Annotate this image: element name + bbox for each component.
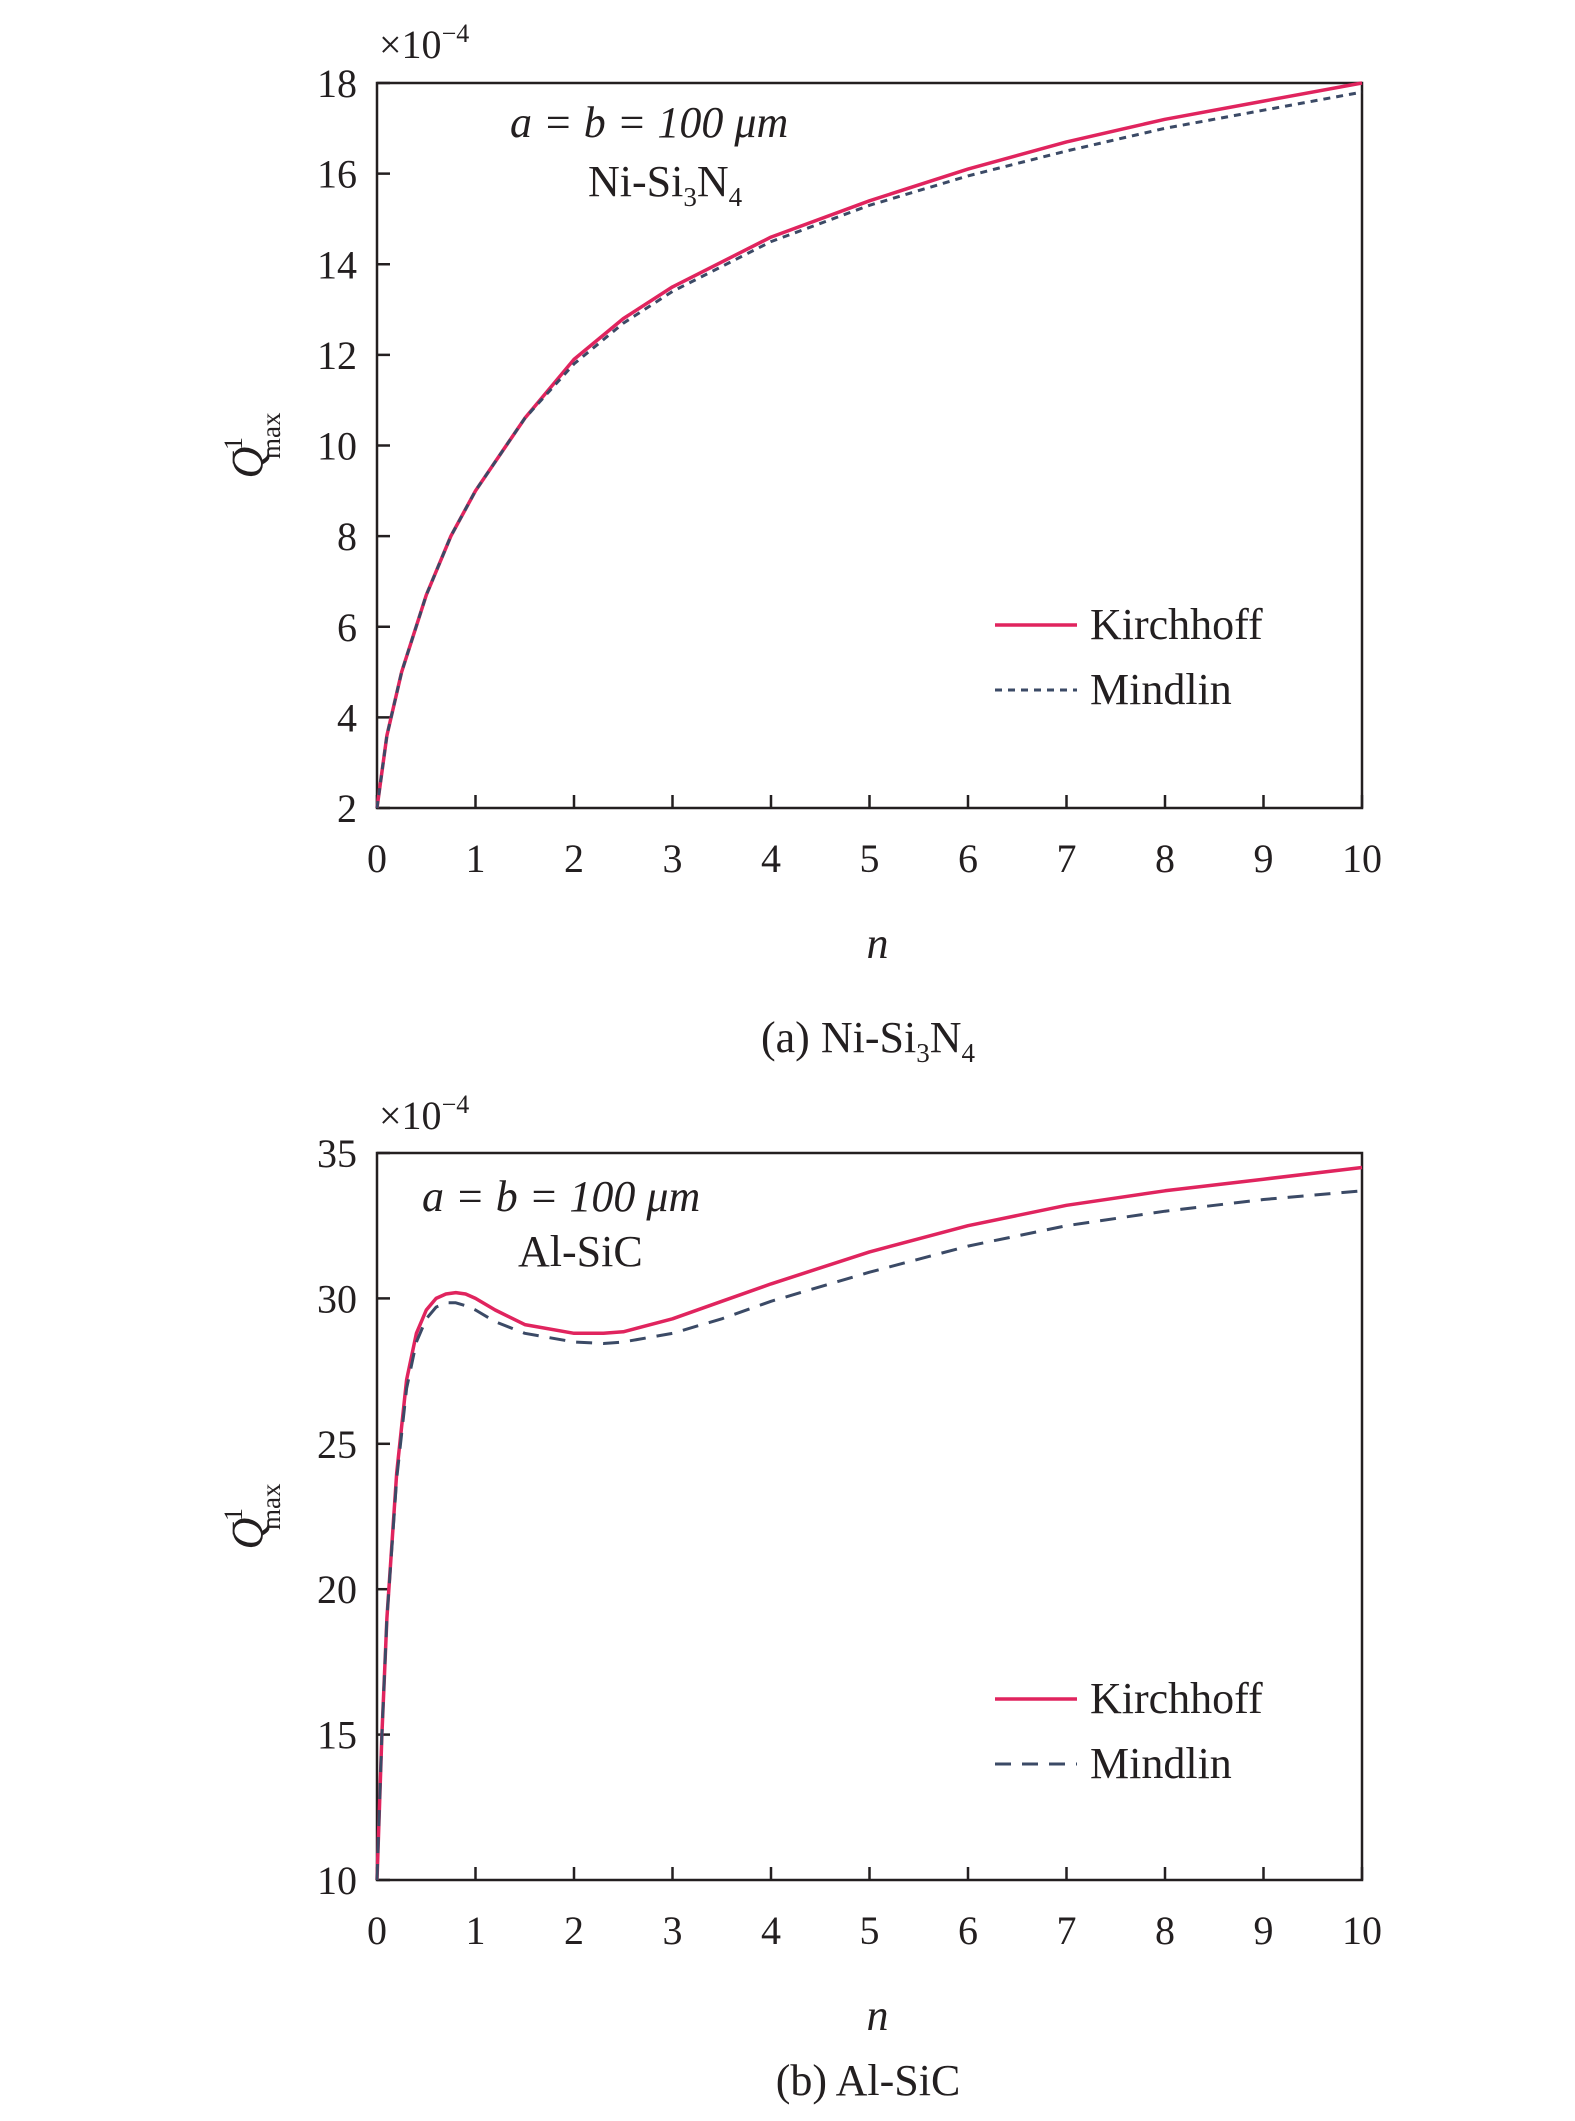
x-tick-label: 2 — [564, 836, 584, 881]
x-tick-label: 0 — [367, 836, 387, 881]
annotation-material: Ni-Si3N4 — [588, 157, 743, 212]
x-tick-label: 4 — [761, 836, 781, 881]
x-tick-label: 5 — [860, 1908, 880, 1953]
x-axis-label: n — [867, 919, 889, 968]
caption-material-pre: Ni-Si — [821, 1013, 916, 1062]
y-multiplier-exponent: −4 — [442, 1090, 470, 1119]
caption-label: (b) — [776, 2056, 836, 2105]
y-tick-label: 35 — [317, 1131, 357, 1176]
y-axis-label: Q−1 max — [219, 412, 286, 478]
y-tick-label: 10 — [317, 424, 357, 469]
y-axis-label-sup: −1 — [219, 1508, 248, 1536]
legend: Kirchhoff Mindlin — [995, 600, 1263, 714]
x-tick-label: 6 — [958, 836, 978, 881]
x-tick-label: 7 — [1057, 1908, 1077, 1953]
y-multiplier-base: ×10 — [379, 1093, 442, 1138]
x-tick-label: 9 — [1254, 836, 1274, 881]
x-tick-label: 3 — [663, 1908, 683, 1953]
x-tick-label: 7 — [1057, 836, 1077, 881]
y-axis-label-sub: max — [256, 412, 286, 459]
x-tick-label: 8 — [1155, 836, 1175, 881]
legend-label-kirchhoff: Kirchhoff — [1090, 1674, 1263, 1723]
y-axis-label-base: Q — [223, 447, 272, 479]
annotation-material-sub1: 3 — [683, 182, 697, 212]
y-tick-label: 25 — [317, 1422, 357, 1467]
y-multiplier-base: ×10 — [379, 22, 442, 67]
annotation-material-pre: Al-SiC — [518, 1227, 643, 1276]
legend-label-kirchhoff: Kirchhoff — [1090, 600, 1263, 649]
series-line-kirchhoff — [375, 81, 1363, 809]
x-tick-label: 5 — [860, 836, 880, 881]
series-line-kirchhoff — [375, 1165, 1363, 1881]
annotation-dimensions: a = b = 100 μm — [510, 98, 788, 147]
x-tick-label: 6 — [958, 1908, 978, 1953]
series-line-mindlin — [375, 1189, 1363, 1881]
x-axis-label: n — [867, 1991, 889, 2040]
y-axis-label-sub: max — [256, 1483, 286, 1530]
x-tick-label: 0 — [367, 1908, 387, 1953]
annotation-material-sub2: 4 — [729, 182, 743, 212]
caption-material-pre: Al-SiC — [836, 2056, 961, 2105]
y-tick-label: 12 — [317, 333, 357, 378]
y-tick-label: 4 — [337, 695, 357, 740]
x-tick-label: 4 — [761, 1908, 781, 1953]
annotation-dimensions: a = b = 100 μm — [422, 1172, 700, 1221]
panel-caption: (a) Ni-Si3N4 — [761, 1013, 975, 1068]
y-multiplier: ×10−4 — [379, 1090, 469, 1138]
y-multiplier-exponent: −4 — [442, 19, 470, 48]
x-tick-label: 1 — [466, 836, 486, 881]
legend: Kirchhoff Mindlin — [995, 1674, 1263, 1788]
x-tick-label: 3 — [663, 836, 683, 881]
y-tick-label: 10 — [317, 1858, 357, 1903]
chart-panel-b: 0 1 2 3 4 5 6 7 8 9 10 10 15 20 25 30 35 ×10−4 n Q−1 max a = … — [219, 1090, 1382, 2105]
annotation-material-mid: N — [697, 157, 729, 206]
x-tick-label: 10 — [1342, 1908, 1382, 1953]
annotation-material-pre: Ni-Si — [588, 157, 683, 206]
x-tick-label: 2 — [564, 1908, 584, 1953]
caption-material-sub2: 4 — [961, 1038, 975, 1068]
x-tick-label: 9 — [1254, 1908, 1274, 1953]
panel-caption: (b) Al-SiC — [776, 2056, 961, 2105]
y-axis-label-base: Q — [223, 1518, 272, 1550]
annotation-material: Al-SiC — [518, 1227, 643, 1276]
caption-material-mid: N — [930, 1013, 962, 1062]
y-tick-label: 15 — [317, 1713, 357, 1758]
x-tick-label: 8 — [1155, 1908, 1175, 1953]
y-multiplier: ×10−4 — [379, 19, 469, 67]
legend-label-mindlin: Mindlin — [1090, 1739, 1232, 1788]
caption-label: (a) — [761, 1013, 821, 1062]
y-tick-label: 14 — [317, 242, 357, 287]
y-tick-label: 30 — [317, 1276, 357, 1321]
y-axis-label: Q−1 max — [219, 1483, 286, 1549]
y-tick-label: 6 — [337, 605, 357, 650]
y-tick-label: 18 — [317, 61, 357, 106]
x-tick-label: 1 — [466, 1908, 486, 1953]
y-axis-label-sup: −1 — [219, 437, 248, 465]
caption-material-sub1: 3 — [916, 1038, 930, 1068]
series-line-mindlin — [375, 90, 1363, 809]
legend-label-mindlin: Mindlin — [1090, 665, 1232, 714]
y-tick-label: 8 — [337, 514, 357, 559]
y-tick-label: 16 — [317, 152, 357, 197]
y-tick-label: 2 — [337, 786, 357, 831]
x-tick-label: 10 — [1342, 836, 1382, 881]
y-tick-label: 20 — [317, 1567, 357, 1612]
